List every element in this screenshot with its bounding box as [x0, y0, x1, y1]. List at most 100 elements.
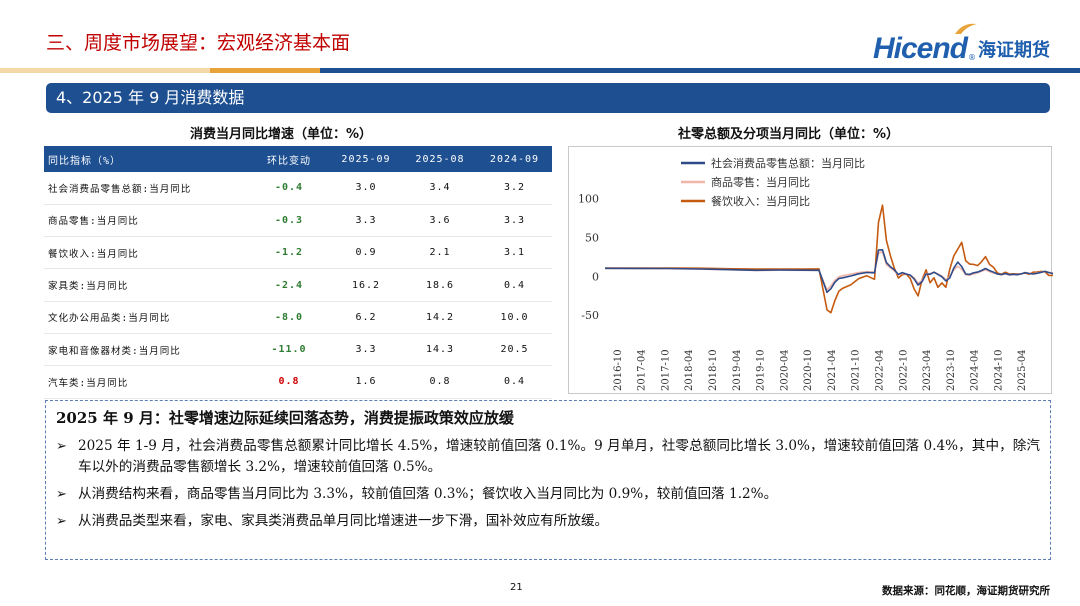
x-tick-label: 2025-04: [1017, 349, 1028, 391]
table-cell: 3.3: [477, 204, 552, 238]
table-cell-change: -0.4: [249, 172, 329, 205]
x-tick-label: 2018-04: [684, 349, 695, 391]
hicend-logo: Hicend ® 海证期货: [872, 23, 1050, 66]
y-tick-label: -50: [581, 309, 599, 322]
summary-bullet: ➢ 从消费品类型来看，家电、家具类消费品单月同比增速进一步下滑，国补效应有所放缓…: [56, 511, 1040, 532]
table-cell: 3.4: [403, 172, 477, 205]
table-cell: 商品零售:当月同比: [44, 204, 249, 238]
table-row: 商品零售:当月同比 -0.3 3.3 3.6 3.3: [44, 204, 552, 238]
data-source: 数据来源：同花顺，海证期货研究所: [882, 585, 1050, 597]
legend-label: 商品零售：当月同比: [711, 175, 810, 189]
x-tick-label: 2016-10: [613, 349, 624, 391]
table-cell: 家电和音像器材类:当月同比: [44, 333, 249, 367]
table-cell: 3.2: [477, 172, 552, 205]
x-tick-label: 2023-04: [922, 349, 933, 391]
table-row: 家具类:当月同比 -2.4 16.2 18.6 0.4: [44, 268, 552, 302]
table-cell: 6.2: [329, 301, 403, 334]
table-header-cell: 同比指标（%）: [44, 146, 249, 172]
table-cell-change: -2.4: [249, 268, 329, 302]
summary-bullet: ➢ 从消费结构来看，商品零售当月同比为 3.3%，较前值回落 0.3%；餐饮收入…: [56, 484, 1040, 505]
table-cell-change: -0.3: [249, 204, 329, 238]
arrow-bullet-icon: ➢: [56, 514, 67, 529]
table-cell-change: 0.8: [249, 365, 329, 399]
x-tick-label: 2019-04: [732, 349, 743, 391]
arrow-bullet-icon: ➢: [56, 487, 67, 502]
chart-frame: 100 50 0 -50 2016-10 2017-04 2017-10 2018-04 201…: [568, 146, 1061, 394]
series-line: [605, 204, 1061, 314]
table-cell: 16.2: [329, 268, 403, 302]
logo-registered-mark: ®: [968, 53, 976, 62]
table-row: 家电和音像器材类:当月同比 -11.0 3.3 14.3 20.5: [44, 333, 552, 367]
table-cell: 18.6: [403, 268, 477, 302]
x-tick-label: 2018-10: [708, 349, 719, 391]
table-row: 社会消费品零售总额:当月同比 -0.4 3.0 3.4 3.2: [44, 172, 552, 205]
table-header-cell: 2024-09: [477, 146, 552, 172]
retail-sales-line-chart: 100 50 0 -50 2016-10 2017-04 2017-10 2018-04 201…: [578, 156, 1061, 391]
x-tick-label: 2017-10: [660, 349, 671, 391]
table-cell: 文化办公用品类:当月同比: [44, 301, 249, 334]
table-cell-change: -8.0: [249, 301, 329, 334]
table-cell: 1.6: [329, 365, 403, 399]
table-header-cell: 2025-08: [403, 146, 477, 172]
consumption-table: 同比指标（%） 环比变动 2025-09 2025-08 2024-09 社会消…: [44, 146, 552, 399]
section-title: 4、2025 年 9 月消费数据: [56, 88, 245, 107]
summary-bullet-text: 2025 年 1-9 月，社会消费品零售总额累计同比增长 4.5%，增速较前值回…: [78, 438, 1040, 475]
legend-label: 社会消费品零售总额：当月同比: [711, 156, 865, 170]
table-cell: 14.2: [403, 301, 477, 334]
x-tick-label: 2022-10: [898, 349, 909, 391]
table-cell: 3.1: [477, 236, 552, 270]
summary-bullet-text: 从消费结构来看，商品零售当月同比为 3.3%，较前值回落 0.3%；餐饮收入当月…: [78, 486, 778, 502]
table-cell-change: -1.2: [249, 236, 329, 270]
x-tick-label: 2017-04: [637, 349, 648, 391]
section-title-bar: 4、2025 年 9 月消费数据: [46, 83, 1050, 113]
table-header-row: 同比指标（%） 环比变动 2025-09 2025-08 2024-09: [44, 146, 552, 172]
table-cell: 3.3: [329, 204, 403, 238]
table-cell: 10.0: [477, 301, 552, 334]
table-cell: 汽车类:当月同比: [44, 365, 249, 399]
table-cell: 0.4: [477, 365, 552, 399]
table-cell: 3.6: [403, 204, 477, 238]
table-cell: 社会消费品零售总额:当月同比: [44, 172, 249, 205]
chart-title: 社零总额及分项当月同比（单位：%）: [678, 127, 900, 142]
summary-bullet: ➢ 2025 年 1-9 月，社会消费品零售总额累计同比增长 4.5%，增速较前…: [56, 436, 1040, 478]
y-tick-label: 100: [578, 193, 599, 206]
x-tick-label: 2020-04: [779, 349, 790, 391]
table-title: 消费当月同比增速（单位：%）: [190, 127, 373, 142]
summary-bullet-text: 从消费品类型来看，家电、家具类消费品单月同比增速进一步下滑，国补效应有所放缓。: [78, 513, 609, 529]
x-tick-label: 2023-10: [946, 349, 957, 391]
header-stripe-blue: [320, 68, 1080, 73]
table-row: 文化办公用品类:当月同比 -8.0 6.2 14.2 10.0: [44, 301, 552, 334]
x-tick-label: 2022-04: [874, 349, 885, 391]
x-tick-label: 2019-10: [756, 349, 767, 391]
table-cell: 3.0: [329, 172, 403, 205]
series-line: [604, 249, 1061, 294]
page-number: 21: [510, 582, 523, 593]
summary-heading: 2025 年 9 月：社零增速边际延续回落态势，消费提振政策效应放缓: [56, 409, 514, 427]
table-cell: 0.8: [403, 365, 477, 399]
table-header-cell: 2025-09: [329, 146, 403, 172]
table-cell-change: -11.0: [249, 333, 329, 367]
logo-chinese-name: 海证期货: [978, 40, 1050, 61]
page-title: 三、周度市场展望：宏观经济基本面: [46, 32, 351, 54]
x-tick-label: 2024-10: [993, 349, 1004, 391]
x-tick-label: 2021-10: [851, 349, 862, 391]
logo-flag-icon: [954, 23, 977, 34]
x-tick-label: 2021-04: [827, 349, 838, 391]
table-cell: 0.9: [329, 236, 403, 270]
summary-box: 2025 年 9 月：社零增速边际延续回落态势，消费提振政策效应放缓 ➢ 202…: [45, 400, 1051, 560]
x-tick-label: 2020-10: [803, 349, 814, 391]
logo-wordmark: Hicend: [872, 32, 968, 65]
header-stripe-gold: [210, 68, 320, 73]
table-cell: 2.1: [403, 236, 477, 270]
table-row: 汽车类:当月同比 0.8 1.6 0.8 0.4: [44, 365, 552, 399]
table-cell: 家具类:当月同比: [44, 268, 249, 302]
x-tick-label: 2024-04: [970, 349, 981, 391]
table-cell: 14.3: [403, 333, 477, 367]
arrow-bullet-icon: ➢: [56, 439, 67, 454]
table-cell: 20.5: [477, 333, 552, 367]
table-cell: 餐饮收入:当月同比: [44, 236, 249, 270]
table-cell: 0.4: [477, 268, 552, 302]
legend-label: 餐饮收入：当月同比: [711, 194, 810, 208]
header-stripe-light: [0, 68, 210, 73]
table-row: 餐饮收入:当月同比 -1.2 0.9 2.1 3.1: [44, 236, 552, 270]
